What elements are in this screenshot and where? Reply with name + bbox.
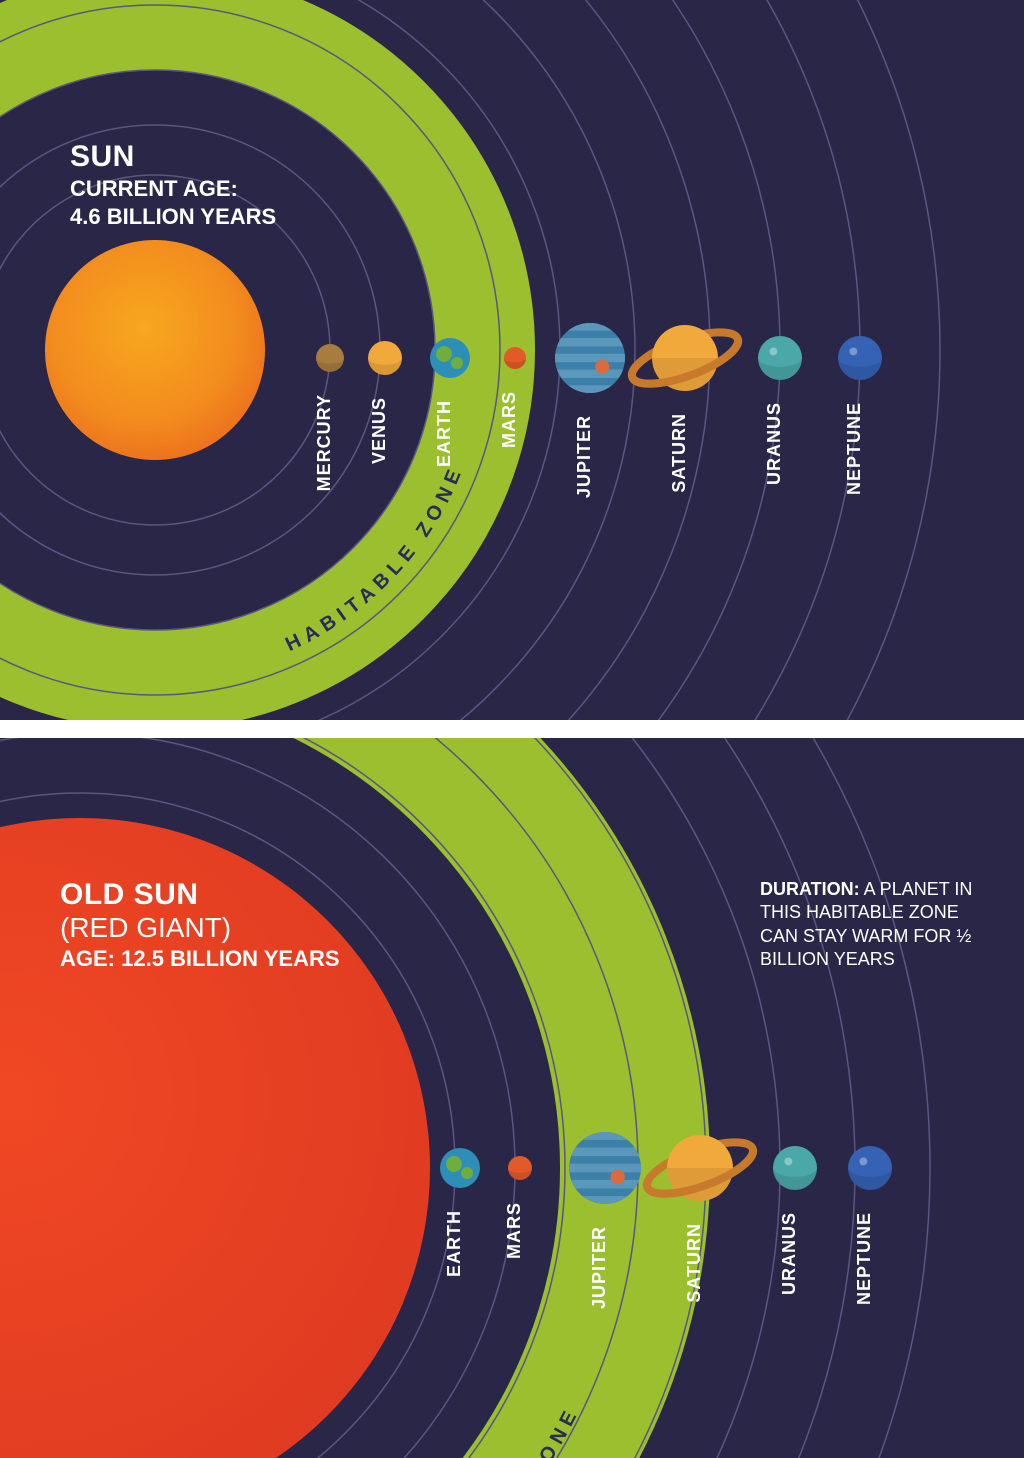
planet-mars — [504, 347, 526, 369]
planet-label-venus: VENUS — [369, 397, 389, 464]
planet-label-neptune: NEPTUNE — [844, 402, 864, 495]
sun-title-block: SUN CURRENT AGE: 4.6 BILLION YEARS — [70, 140, 276, 230]
planet-label-saturn: SATURN — [669, 413, 689, 493]
old-sun-title-block: OLD SUN (RED GIANT) AGE: 12.5 BILLION YE… — [60, 878, 340, 972]
sun-title: SUN — [70, 140, 276, 174]
solar-system-future-panel: FUTURE HABITABLE ZONEEARTHMARSJUPITERSAT… — [0, 738, 1024, 1458]
planet-label-uranus: URANUS — [764, 402, 784, 485]
planet-venus — [368, 341, 402, 375]
planet-earth — [430, 338, 470, 378]
planet-label-earth: EARTH — [444, 1210, 464, 1277]
planet-neptune — [848, 1146, 892, 1190]
planet-label-mars: MARS — [504, 1202, 524, 1259]
planet-label-jupiter: JUPITER — [574, 415, 594, 498]
planet-jupiter — [569, 1131, 641, 1204]
duration-block: DURATION: A PLANET IN THIS HABITABLE ZON… — [760, 878, 990, 972]
planet-label-saturn: SATURN — [684, 1223, 704, 1303]
planet-jupiter — [555, 322, 625, 393]
planet-uranus — [758, 336, 802, 380]
planet-label-jupiter: JUPITER — [589, 1226, 609, 1309]
planet-label-mercury: MERCURY — [314, 394, 334, 491]
planet-earth — [440, 1148, 480, 1188]
planet-label-earth: EARTH — [434, 400, 454, 467]
planet-label-neptune: NEPTUNE — [854, 1212, 874, 1305]
sun-age-value: 4.6 BILLION YEARS — [70, 204, 276, 230]
planet-mercury — [316, 344, 344, 372]
planet-neptune — [838, 336, 882, 380]
sun-age-label: CURRENT AGE: — [70, 176, 276, 202]
duration-head: DURATION: — [760, 879, 860, 899]
old-sun-subtitle: (RED GIANT) — [60, 912, 340, 944]
solar-system-future-svg: FUTURE HABITABLE ZONEEARTHMARSJUPITERSAT… — [0, 738, 1024, 1458]
planet-label-uranus: URANUS — [779, 1212, 799, 1295]
planet-label-mars: MARS — [499, 391, 519, 448]
panel-divider — [0, 720, 1024, 738]
old-sun-age: AGE: 12.5 BILLION YEARS — [60, 946, 340, 972]
solar-system-current-svg: HABITABLE ZONEMERCURYVENUSEARTHMARSJUPIT… — [0, 0, 1024, 720]
planet-mars — [508, 1156, 532, 1180]
sun — [45, 240, 265, 460]
solar-system-current-panel: HABITABLE ZONEMERCURYVENUSEARTHMARSJUPIT… — [0, 0, 1024, 720]
old-sun-title: OLD SUN — [60, 878, 199, 911]
planet-uranus — [773, 1146, 817, 1190]
